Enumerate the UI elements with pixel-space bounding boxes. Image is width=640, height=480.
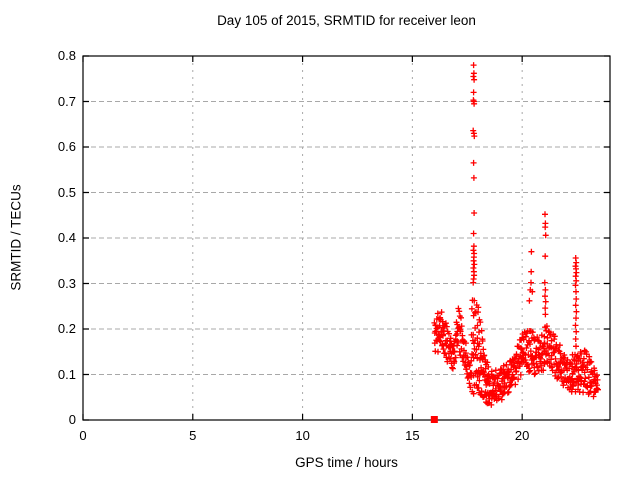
tick-marks xyxy=(82,55,610,421)
x-tick-label: 10 xyxy=(295,428,310,443)
x-tick-label: 15 xyxy=(405,428,420,443)
x-tick-label: 5 xyxy=(189,428,197,443)
y-tick-label: 0.4 xyxy=(57,230,76,245)
y-tick-label: 0.5 xyxy=(57,184,76,200)
y-tick-label: 0.8 xyxy=(57,48,76,63)
plot-frame xyxy=(82,55,611,421)
y-tick-label: 0.6 xyxy=(57,139,76,154)
y-tick-label: 0.7 xyxy=(57,93,76,109)
scatter-points xyxy=(431,62,601,408)
y-tick-label: 0.3 xyxy=(57,275,76,291)
x-tick-label: 20 xyxy=(514,428,530,443)
y-tick-label: 0.2 xyxy=(57,321,76,336)
x-tick-label: 0 xyxy=(79,428,87,443)
chart-title: Day 105 of 2015, SRMTID for receiver leo… xyxy=(217,13,476,28)
y-tick-label: 0.1 xyxy=(57,366,76,382)
filled-square-marker xyxy=(430,416,438,423)
y-tick-label: 0 xyxy=(68,412,76,427)
x-axis-label: GPS time / hours xyxy=(295,455,398,470)
y-axis-label: SRMTID / TECUs xyxy=(8,184,24,291)
